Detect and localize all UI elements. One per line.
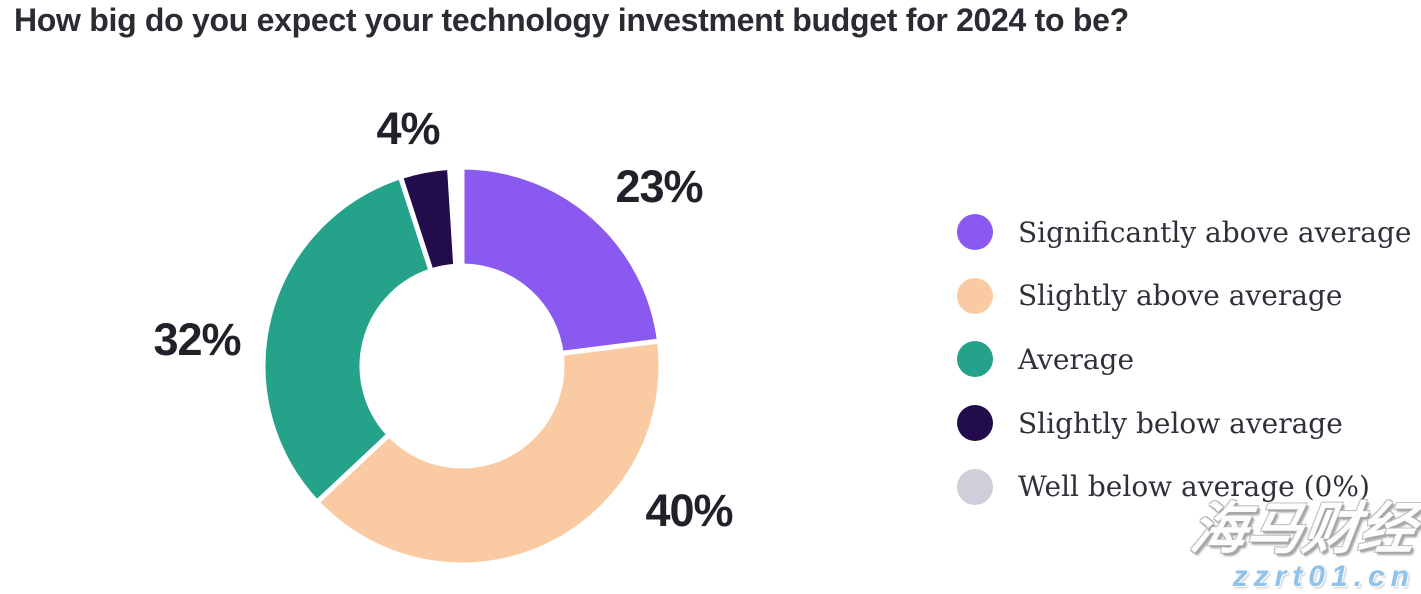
legend: Significantly above average Slightly abo… bbox=[957, 214, 1411, 505]
legend-swatch-icon bbox=[957, 341, 993, 378]
legend-item-slightly-below-average: Slightly below average bbox=[957, 405, 1411, 442]
slice-value-label-average: 32% bbox=[153, 314, 241, 365]
donut-slice bbox=[397, 164, 459, 275]
chart-title: How big do you expect your technology in… bbox=[14, 2, 1129, 38]
legend-item-label: Slightly below average bbox=[1018, 406, 1343, 440]
donut-slice bbox=[313, 338, 664, 568]
donut-slice bbox=[459, 164, 663, 357]
slice-value-label-slightly-above-average: 40% bbox=[645, 485, 733, 536]
legend-swatch-icon bbox=[957, 468, 993, 505]
legend-item-average: Average bbox=[957, 341, 1411, 378]
legend-item-label: Average bbox=[1018, 342, 1135, 376]
legend-item-label: Slightly above average bbox=[1018, 279, 1343, 313]
slice-value-label-significantly-above-average: 23% bbox=[615, 161, 703, 212]
legend-swatch-icon bbox=[957, 405, 993, 442]
legend-item-label: Significantly above average bbox=[1018, 215, 1412, 249]
donut-slice bbox=[260, 173, 435, 506]
legend-item-significantly-above-average: Significantly above average bbox=[957, 214, 1411, 250]
legend-item-slightly-above-average: Slightly above average bbox=[957, 277, 1411, 314]
legend-item-well-below-average: Well below average (0%) bbox=[957, 468, 1411, 505]
legend-item-label: Well below average (0%) bbox=[1018, 470, 1370, 504]
legend-swatch-icon bbox=[957, 277, 993, 314]
legend-swatch-icon bbox=[957, 214, 993, 250]
slice-value-label-slightly-below-average: 4% bbox=[376, 103, 440, 154]
